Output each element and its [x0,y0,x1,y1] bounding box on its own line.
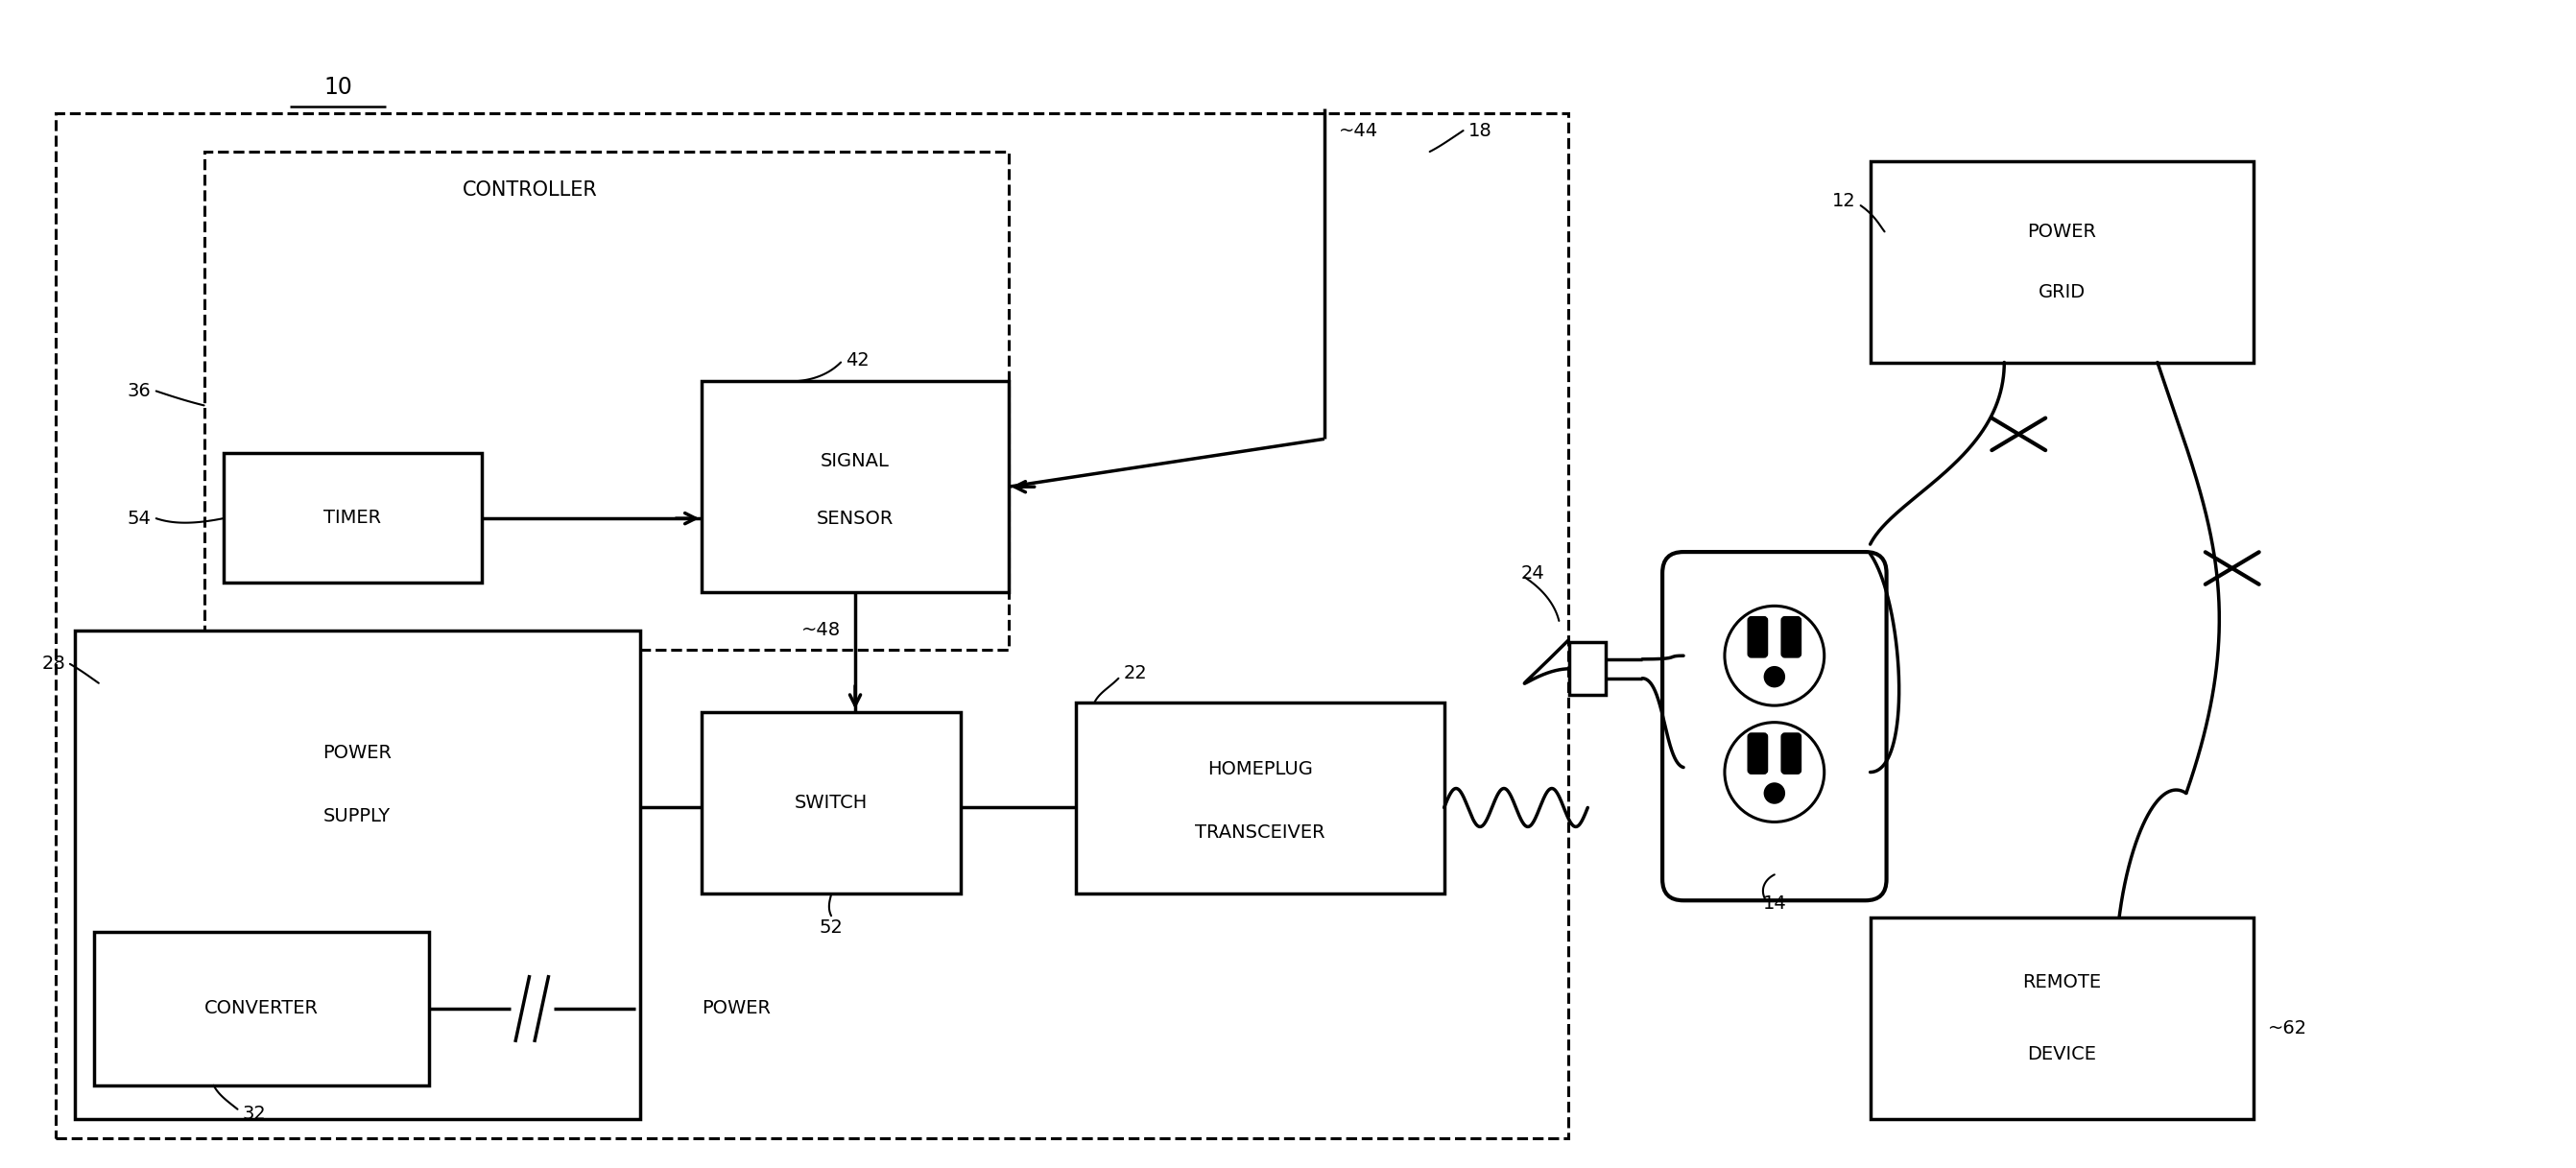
Text: POWER: POWER [322,743,392,762]
Text: 10: 10 [325,76,353,99]
Text: TIMER: TIMER [325,509,381,527]
Text: 14: 14 [1762,895,1785,912]
Text: GRID: GRID [2038,283,2087,301]
FancyBboxPatch shape [1783,734,1801,773]
Text: 22: 22 [1123,665,1146,682]
Bar [75,631,639,1119]
Text: POWER: POWER [703,1000,770,1017]
Text: SIGNAL: SIGNAL [822,452,889,471]
Circle shape [1726,606,1824,705]
Bar [204,152,1007,649]
Bar [1870,161,2254,362]
Text: 12: 12 [1832,193,1855,210]
Bar [1870,918,2254,1119]
Text: 52: 52 [819,918,842,937]
Bar [703,382,1007,592]
Text: SUPPLY: SUPPLY [325,807,392,825]
Text: 54: 54 [126,509,152,528]
Text: SENSOR: SENSOR [817,509,894,528]
Text: POWER: POWER [2027,223,2097,241]
Text: DEVICE: DEVICE [2027,1045,2097,1064]
Text: HOMEPLUG: HOMEPLUG [1208,760,1314,778]
FancyBboxPatch shape [1749,734,1767,773]
Bar [1569,642,1605,695]
Text: ~44: ~44 [1340,121,1378,140]
Circle shape [1765,784,1785,802]
Text: ~62: ~62 [2267,1020,2308,1037]
Text: CONVERTER: CONVERTER [204,1000,319,1017]
Circle shape [1765,667,1785,687]
Text: 24: 24 [1520,564,1546,582]
Text: TRANSCEIVER: TRANSCEIVER [1195,823,1324,842]
Text: 42: 42 [845,352,868,369]
Bar [57,113,1569,1138]
Text: SWITCH: SWITCH [793,794,868,812]
Text: 28: 28 [41,655,64,673]
FancyBboxPatch shape [1662,552,1886,901]
Bar [703,711,961,894]
Text: 32: 32 [242,1105,265,1124]
Bar [1074,702,1445,894]
Circle shape [1726,722,1824,822]
Text: ~48: ~48 [801,621,840,640]
Bar [224,453,482,583]
Text: CONTROLLER: CONTROLLER [464,180,598,200]
Text: 36: 36 [129,382,152,401]
FancyBboxPatch shape [1749,618,1767,656]
Text: REMOTE: REMOTE [2022,973,2102,992]
Text: 18: 18 [1468,121,1492,140]
Bar [93,932,430,1085]
FancyBboxPatch shape [1783,618,1801,656]
